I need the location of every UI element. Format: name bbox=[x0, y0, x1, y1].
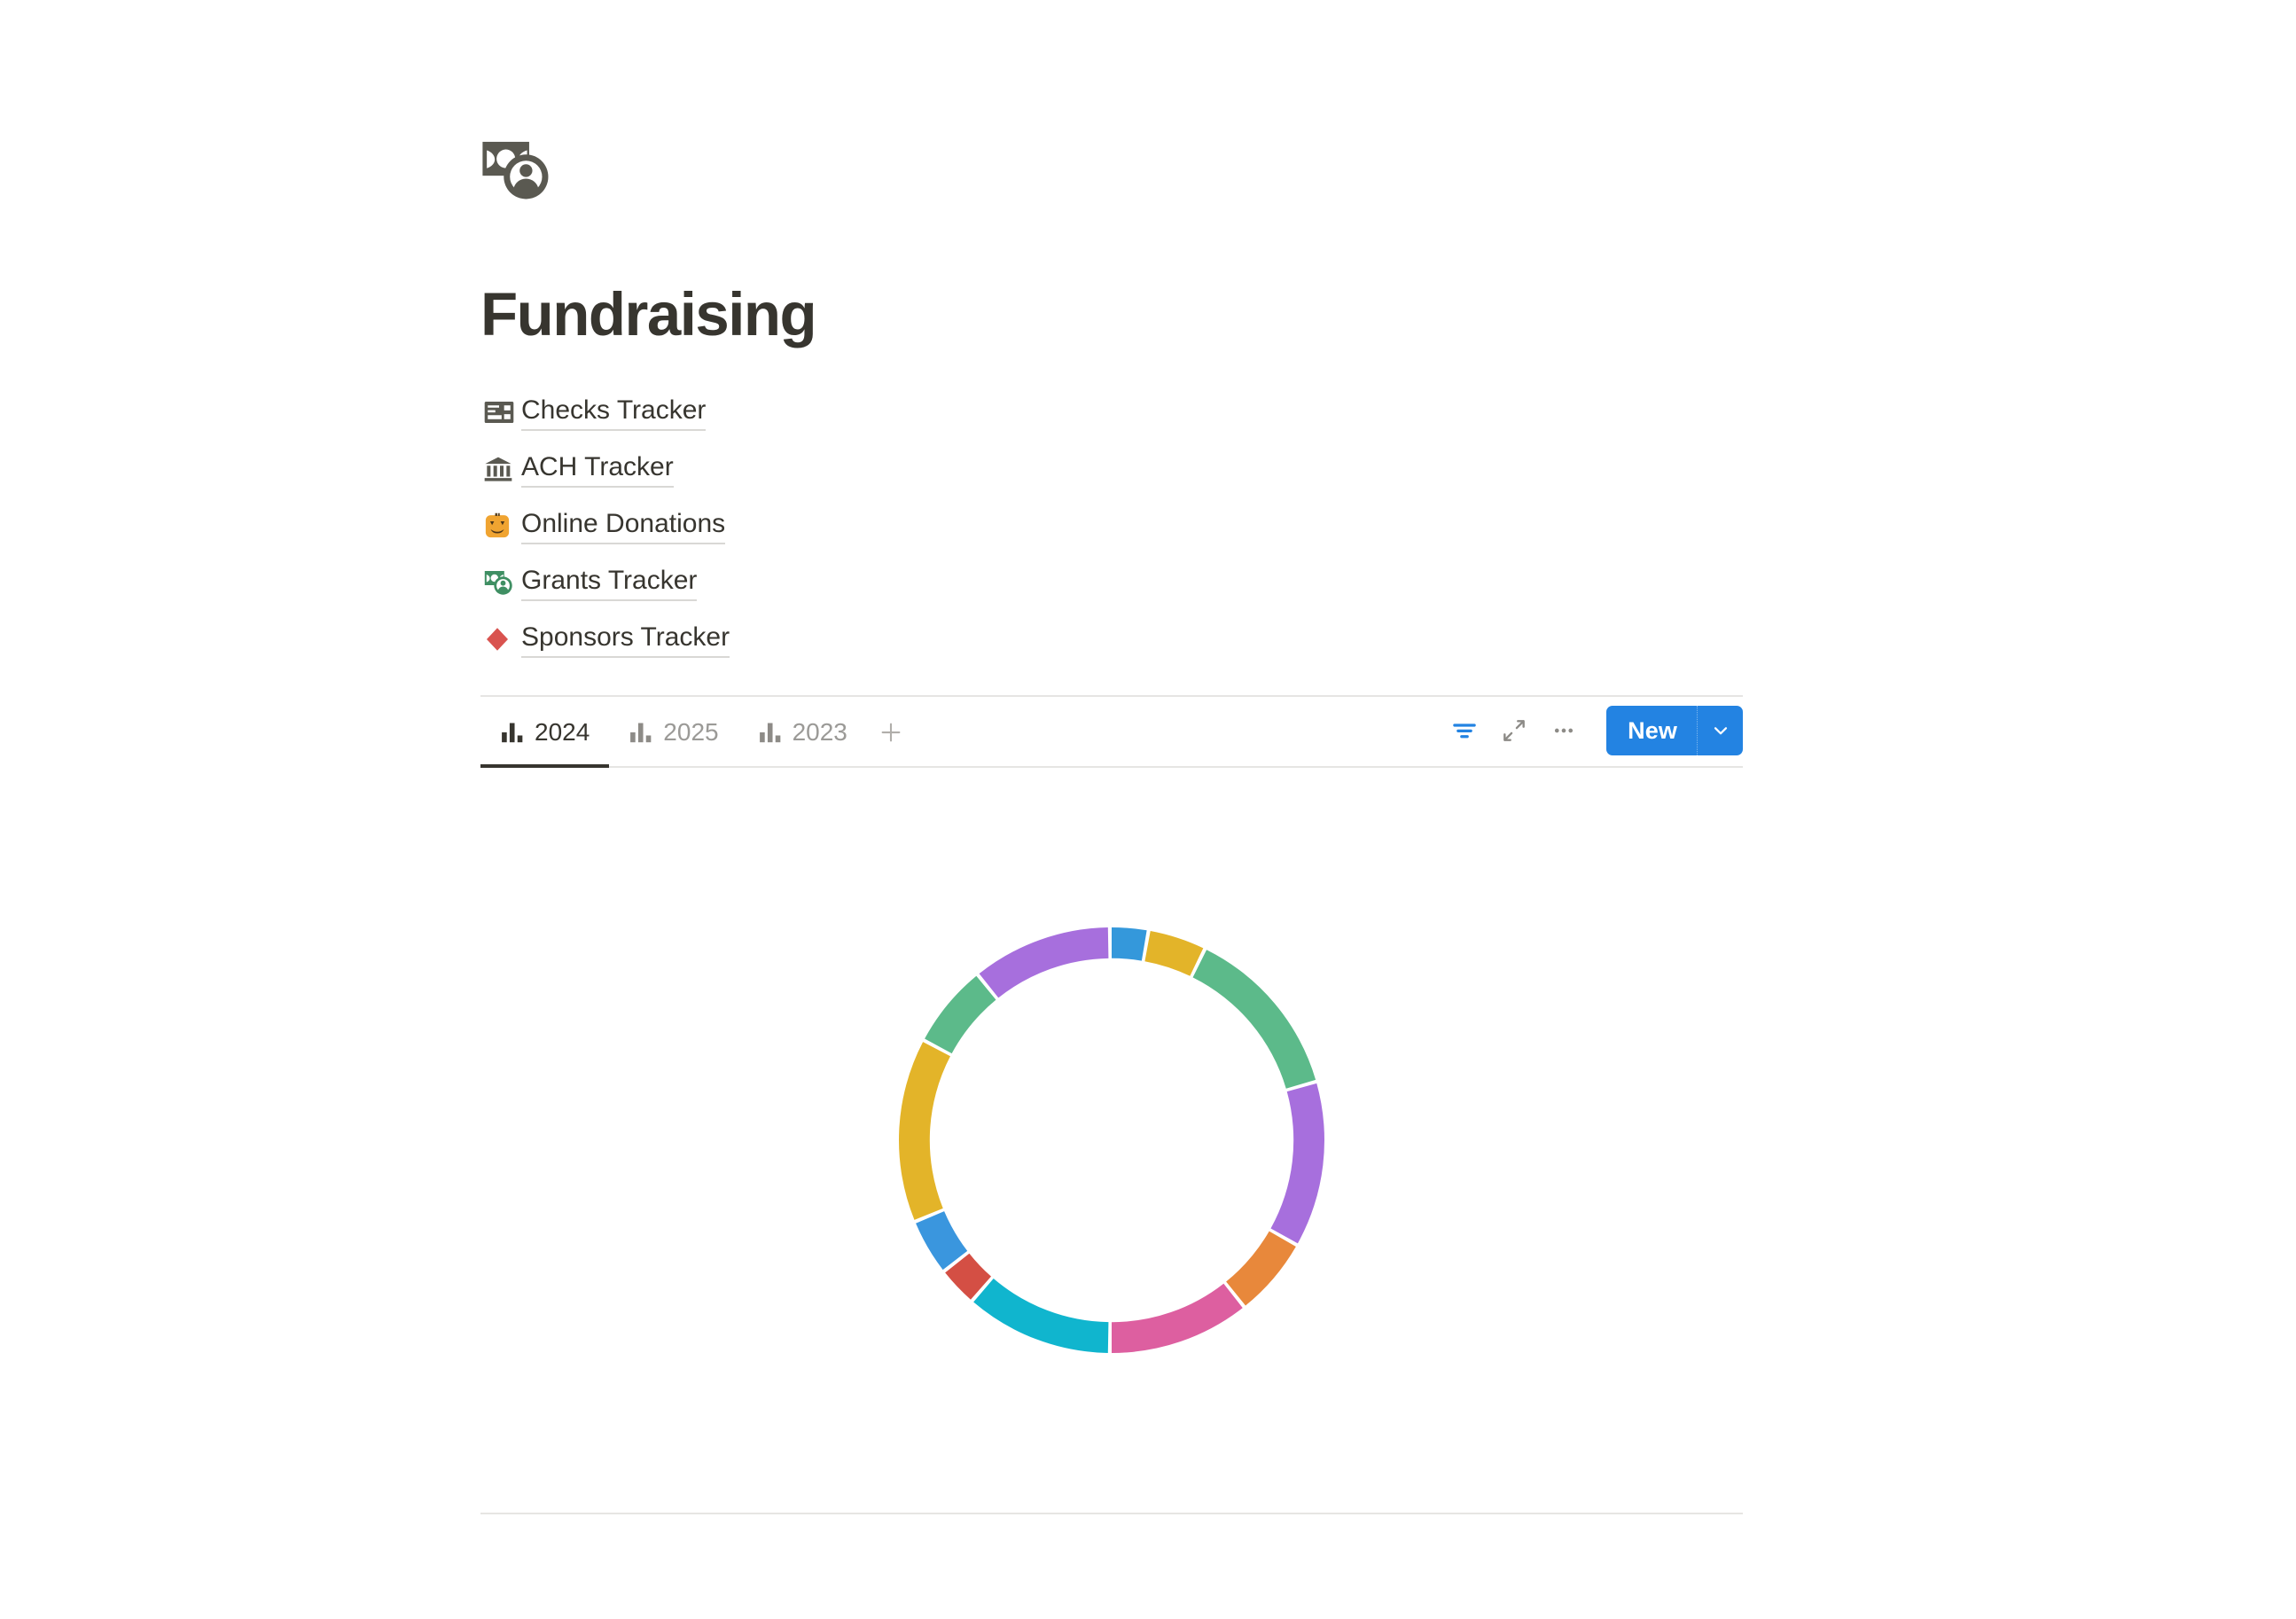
banknote-icon-svg bbox=[484, 402, 514, 424]
filter-icon bbox=[1453, 723, 1476, 739]
page-title: Fundraising bbox=[480, 280, 817, 348]
donut-segment[interactable] bbox=[1192, 950, 1316, 1090]
money-with-person-icon-svg bbox=[482, 141, 549, 199]
list-item-label[interactable]: ACH Tracker bbox=[521, 451, 674, 488]
more-horizontal-icon bbox=[1555, 729, 1574, 733]
database-tabbar: 2024 2025 bbox=[480, 697, 1743, 769]
bar-chart-icon bbox=[629, 720, 653, 745]
list-item-label[interactable]: Checks Tracker bbox=[521, 395, 707, 431]
tab-label: 2023 bbox=[792, 718, 847, 747]
tab-label: 2025 bbox=[663, 718, 719, 747]
new-button-label[interactable]: New bbox=[1628, 716, 1677, 744]
expand-arrows-icon bbox=[1503, 720, 1526, 742]
donut-segment[interactable] bbox=[899, 1042, 950, 1221]
list-item[interactable]: Checks Tracker bbox=[480, 384, 1743, 441]
donut-segment[interactable] bbox=[1270, 1083, 1324, 1244]
view-tabs: 2024 2025 bbox=[480, 697, 915, 769]
donut-segment[interactable] bbox=[945, 1254, 992, 1301]
more-options-button[interactable] bbox=[1539, 706, 1589, 755]
donut-chart[interactable] bbox=[890, 919, 1333, 1362]
chevron-down-icon bbox=[1714, 727, 1727, 735]
tab-2023[interactable]: 2023 bbox=[738, 697, 867, 768]
money-with-person-icon[interactable] bbox=[480, 131, 557, 207]
bar-chart-icon-svg bbox=[630, 723, 652, 743]
donut-segment[interactable] bbox=[1144, 931, 1204, 977]
bar-chart-icon bbox=[500, 720, 525, 745]
jack-o-lantern-icon bbox=[480, 508, 521, 544]
add-view-button[interactable] bbox=[867, 697, 915, 768]
red-diamond-icon-svg bbox=[487, 628, 508, 652]
list-item[interactable]: Online Donations bbox=[480, 497, 1743, 554]
new-button-dropdown[interactable] bbox=[1697, 706, 1743, 756]
new-button[interactable]: New bbox=[1606, 706, 1743, 756]
bank-building-icon-svg bbox=[484, 458, 512, 482]
list-item[interactable]: ACH Tracker bbox=[480, 441, 1743, 497]
tab-label: 2024 bbox=[535, 718, 590, 747]
money-with-person-green-icon-svg bbox=[484, 571, 512, 596]
page-content-column: Fundraising Checks Tracker bbox=[480, 0, 1743, 1515]
jack-o-lantern-icon-svg bbox=[485, 513, 510, 538]
bar-chart-icon-svg bbox=[502, 723, 523, 743]
tab-2025[interactable]: 2025 bbox=[609, 697, 738, 768]
donut-segment[interactable] bbox=[1112, 927, 1147, 962]
list-item[interactable]: Grants Tracker bbox=[480, 554, 1743, 611]
bar-chart-icon bbox=[758, 720, 783, 745]
red-diamond-icon bbox=[480, 622, 521, 657]
tab-2024[interactable]: 2024 bbox=[480, 697, 610, 769]
money-with-person-icon bbox=[480, 565, 521, 600]
subpage-link-list: Checks Tracker ACH Tracker bbox=[480, 384, 1743, 668]
section-divider bbox=[480, 695, 1743, 698]
list-item-label[interactable]: Grants Tracker bbox=[521, 565, 698, 601]
bar-chart-icon-svg bbox=[759, 723, 780, 743]
list-item-label[interactable]: Sponsors Tracker bbox=[521, 622, 730, 658]
donut-segment[interactable] bbox=[1226, 1232, 1296, 1306]
donut-segment[interactable] bbox=[979, 927, 1109, 998]
expand-button[interactable] bbox=[1489, 706, 1539, 755]
filter-button[interactable] bbox=[1440, 706, 1489, 755]
donut-segment[interactable] bbox=[973, 1279, 1109, 1354]
view-toolbar: New bbox=[1440, 697, 1743, 768]
donut-segment[interactable] bbox=[925, 976, 996, 1054]
plus-icon bbox=[881, 723, 901, 742]
banknote-icon bbox=[480, 395, 521, 430]
list-item-label[interactable]: Online Donations bbox=[521, 508, 726, 544]
chart-area bbox=[480, 768, 1743, 1513]
list-item[interactable]: Sponsors Tracker bbox=[480, 611, 1743, 668]
donut-segment[interactable] bbox=[1112, 1284, 1243, 1354]
bank-building-icon bbox=[480, 451, 521, 487]
donut-segment[interactable] bbox=[916, 1211, 968, 1271]
bottom-divider bbox=[480, 1513, 1743, 1515]
